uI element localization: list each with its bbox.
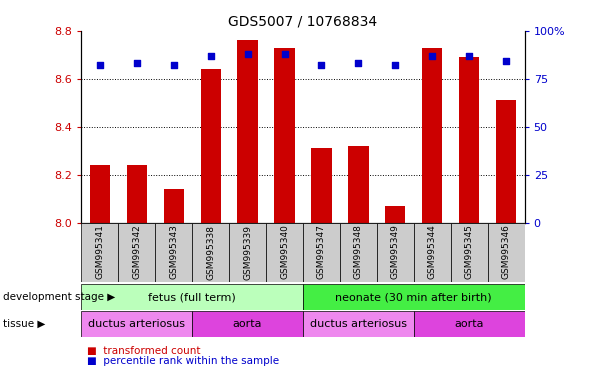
Title: GDS5007 / 10768834: GDS5007 / 10768834 — [229, 14, 377, 28]
Text: GSM995339: GSM995339 — [243, 225, 252, 280]
Bar — [488, 223, 525, 282]
Text: ductus arteriosus: ductus arteriosus — [310, 319, 407, 329]
Bar — [414, 223, 451, 282]
Bar — [81, 311, 192, 337]
Bar — [201, 69, 221, 223]
Bar — [451, 223, 488, 282]
Bar — [274, 48, 295, 223]
Text: GSM995349: GSM995349 — [391, 225, 400, 280]
Text: GSM995343: GSM995343 — [169, 225, 178, 280]
Text: fetus (full term): fetus (full term) — [148, 292, 236, 302]
Text: aorta: aorta — [455, 319, 484, 329]
Point — [132, 60, 142, 66]
Bar — [303, 223, 340, 282]
Point — [95, 62, 105, 68]
Text: tissue ▶: tissue ▶ — [3, 319, 45, 329]
Point — [391, 62, 400, 68]
Bar — [229, 223, 266, 282]
Text: ■  percentile rank within the sample: ■ percentile rank within the sample — [87, 356, 280, 366]
Text: aorta: aorta — [233, 319, 262, 329]
Point — [169, 62, 178, 68]
Point — [243, 51, 253, 57]
Bar — [118, 223, 156, 282]
Text: GSM995348: GSM995348 — [354, 225, 363, 280]
Bar — [496, 100, 516, 223]
Text: GSM995347: GSM995347 — [317, 225, 326, 280]
Text: ductus arteriosus: ductus arteriosus — [88, 319, 185, 329]
Point — [206, 53, 215, 59]
Point — [280, 51, 289, 57]
Bar — [192, 223, 229, 282]
Text: GSM995341: GSM995341 — [95, 225, 104, 280]
Bar — [90, 165, 110, 223]
Bar — [414, 311, 525, 337]
Bar — [340, 223, 377, 282]
Point — [501, 58, 511, 65]
Bar — [127, 165, 147, 223]
Text: GSM995345: GSM995345 — [465, 225, 474, 280]
Bar — [385, 206, 405, 223]
Text: neonate (30 min after birth): neonate (30 min after birth) — [335, 292, 492, 302]
Text: GSM995338: GSM995338 — [206, 225, 215, 280]
Bar — [238, 40, 257, 223]
Point — [317, 62, 326, 68]
Bar — [303, 311, 414, 337]
Bar — [81, 284, 303, 310]
Bar — [192, 311, 303, 337]
Bar — [266, 223, 303, 282]
Point — [428, 53, 437, 59]
Text: GSM995346: GSM995346 — [502, 225, 511, 280]
Text: ■  transformed count: ■ transformed count — [87, 346, 201, 356]
Bar — [303, 284, 525, 310]
Bar — [311, 148, 332, 223]
Bar — [81, 223, 118, 282]
Point — [353, 60, 363, 66]
Bar — [349, 146, 368, 223]
Bar — [163, 189, 184, 223]
Bar — [377, 223, 414, 282]
Text: GSM995344: GSM995344 — [428, 225, 437, 279]
Text: GSM995342: GSM995342 — [132, 225, 141, 279]
Text: GSM995340: GSM995340 — [280, 225, 289, 280]
Bar — [459, 57, 479, 223]
Bar — [422, 48, 443, 223]
Text: development stage ▶: development stage ▶ — [3, 292, 115, 302]
Bar — [156, 223, 192, 282]
Point — [464, 53, 474, 59]
